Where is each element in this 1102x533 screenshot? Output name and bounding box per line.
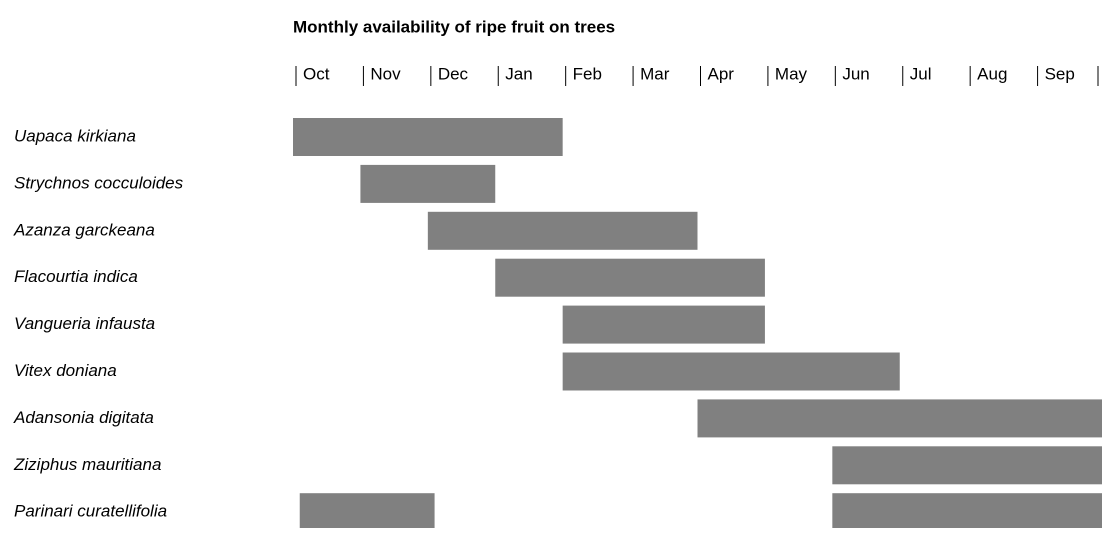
bar xyxy=(563,306,765,344)
category-label: Vangueria infausta xyxy=(14,314,155,333)
month-label: May xyxy=(775,64,808,83)
category-label: Adansonia digitata xyxy=(13,408,154,427)
month-label: Dec xyxy=(438,64,469,83)
month-label: Nov xyxy=(370,64,401,83)
bar xyxy=(832,493,1102,528)
bar xyxy=(300,493,435,528)
bar xyxy=(563,353,900,391)
month-label: Jul xyxy=(910,64,932,83)
month-label: Jun xyxy=(842,64,869,83)
category-label: Ziziphus mauritiana xyxy=(13,455,161,474)
category-label: Vitex doniana xyxy=(14,361,117,380)
category-label: Flacourtia indica xyxy=(14,267,138,286)
month-label: Oct xyxy=(303,64,330,83)
category-label: Strychnos cocculoides xyxy=(14,173,184,192)
bar xyxy=(428,212,698,250)
month-label: Jan xyxy=(505,64,532,83)
category-label: Uapaca kirkiana xyxy=(14,126,136,145)
month-label: Mar xyxy=(640,64,670,83)
month-label: Aug xyxy=(977,64,1007,83)
bar xyxy=(698,399,1102,437)
month-label: Sep xyxy=(1045,64,1075,83)
category-label: Azanza garckeana xyxy=(13,220,155,239)
bar xyxy=(360,165,495,203)
category-label: Parinari curatellifolia xyxy=(14,502,167,521)
bar xyxy=(293,118,563,156)
month-label: Feb xyxy=(573,64,602,83)
chart-title: Monthly availability of ripe fruit on tr… xyxy=(293,17,615,36)
month-label: Apr xyxy=(708,64,735,83)
bar xyxy=(832,446,1102,484)
bar xyxy=(495,259,765,297)
